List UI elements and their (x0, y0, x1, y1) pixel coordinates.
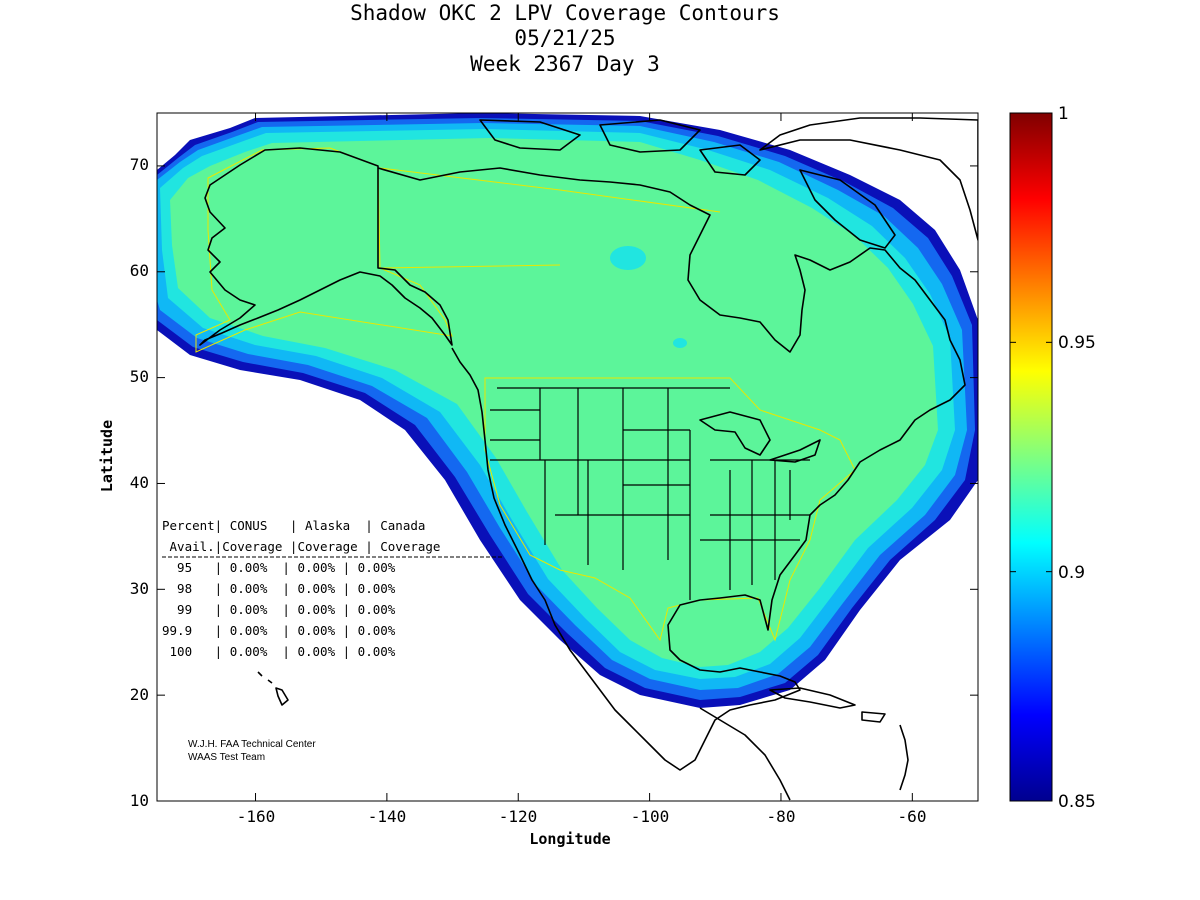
table-row: 100 | 0.00% | 0.00% | 0.00% (162, 644, 396, 659)
chart-week: Week 2367 Day 3 (470, 52, 660, 76)
x-tick-label: -140 (368, 807, 407, 826)
coverage-spot (673, 338, 687, 348)
table-row: 99.9 | 0.00% | 0.00% | 0.00% (162, 623, 396, 638)
credit-line-2: WAAS Test Team (188, 752, 265, 763)
credit-line-1: W.J.H. FAA Technical Center (188, 739, 316, 750)
chart-date: 05/21/25 (514, 26, 615, 50)
y-tick-label: 60 (130, 261, 149, 280)
plot-frame (156, 112, 979, 802)
colorbar-ticks (1010, 112, 1052, 802)
coverage-table: Percent| CONUS | Alaska | Canada Avail.|… (162, 518, 502, 659)
x-tick-label: -160 (237, 807, 276, 826)
axis-ticks (157, 113, 978, 802)
map-area (157, 113, 978, 801)
table-row: 98 | 0.00% | 0.00% | 0.00% (162, 581, 396, 596)
chart-title: Shadow OKC 2 LPV Coverage Contours (350, 1, 780, 25)
y-tick-label: 70 (130, 155, 149, 174)
y-tick-label: 20 (130, 685, 149, 704)
x-axis-label: Longitude (529, 830, 610, 848)
colorbar (1009, 112, 1053, 802)
y-tick-label: 10 (130, 791, 149, 810)
x-tick-label: -100 (631, 807, 670, 826)
conus-boundary (484, 377, 856, 642)
y-tick-label: 30 (130, 579, 149, 598)
x-tick-label: -120 (499, 807, 538, 826)
y-tick-label: 50 (130, 367, 149, 386)
y-axis-label: Latitude (98, 420, 116, 492)
table-row: 99 | 0.00% | 0.00% | 0.00% (162, 602, 396, 617)
y-tick-labels: 10 20 30 40 50 60 70 (130, 155, 149, 810)
table-header-row-2: Avail.|Coverage |Coverage | Coverage (162, 539, 440, 554)
coastlines (199, 117, 978, 801)
x-tick-label: -80 (767, 807, 796, 826)
colorbar-tick-label: 0.95 (1058, 333, 1096, 353)
colorbar-tick-label: 1 (1058, 104, 1069, 124)
colorbar-tick-label: 0.9 (1058, 563, 1085, 583)
us-state-lines (490, 387, 810, 600)
x-tick-labels: -160 -140 -120 -100 -80 -60 (237, 807, 927, 826)
colorbar-tick-label: 0.85 (1058, 792, 1096, 812)
table-header-row-1: Percent| CONUS | Alaska | Canada (162, 518, 425, 533)
y-tick-label: 40 (130, 473, 149, 492)
coverage-spot (610, 246, 646, 270)
table-row: 95 | 0.00% | 0.00% | 0.00% (162, 560, 396, 575)
x-tick-label: -60 (898, 807, 927, 826)
coverage-band-green (170, 138, 938, 667)
